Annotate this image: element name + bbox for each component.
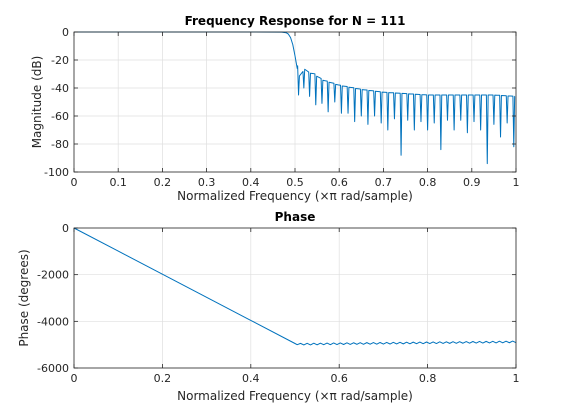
phase-xtick-label: 0.2 [154,372,172,385]
magnitude-xtick-label: 0.8 [419,176,437,189]
phase-xlabel: Normalized Frequency (×π rad/sample) [177,389,413,403]
magnitude-xtick-label: 0.3 [198,176,216,189]
magnitude-xtick-label: 0.9 [463,176,481,189]
magnitude-xtick-label: 0.1 [109,176,127,189]
phase-ytick-label: -6000 [37,362,69,375]
magnitude-xtick-label: 0.6 [330,176,348,189]
magnitude-ytick-label: -20 [51,54,69,67]
phase-ytick-label: -4000 [37,315,69,328]
phase-xtick-label: 1 [513,372,520,385]
phase-series-line [73,227,517,346]
magnitude-ticks: 0 0.1 0.2 0.3 0.4 0.5 0.6 0.7 0.8 0.9 1 0 -20 -40 -60 -… [44,26,519,189]
magnitude-xtick-label: 0 [71,176,78,189]
phase-plot-area [74,228,516,368]
magnitude-axes: 0 0.1 0.2 0.3 0.4 0.5 0.6 0.7 0.8 0.9 1 0 -20 -40 -60 -… [30,14,520,203]
magnitude-xtick-label: 1 [513,176,520,189]
magnitude-ytick-label: -80 [51,138,69,151]
phase-xtick-label: 0.4 [242,372,260,385]
magnitude-xtick-label: 0.2 [154,176,172,189]
magnitude-ytick-label: -40 [51,82,69,95]
magnitude-series-line [74,31,516,165]
magnitude-xtick-label: 0.4 [242,176,260,189]
phase-title: Phase [275,210,316,224]
magnitude-ytick-label: 0 [62,26,69,39]
phase-xtick-label: 0.6 [330,372,348,385]
magnitude-xtick-label: 0.5 [286,176,304,189]
phase-ylabel: Phase (degrees) [17,249,31,346]
magnitude-title: Frequency Response for N = 111 [185,14,406,28]
magnitude-xlabel: Normalized Frequency (×π rad/sample) [177,189,413,203]
phase-ytick-label: -2000 [37,269,69,282]
magnitude-ytick-label: -60 [51,110,69,123]
magnitude-ylabel: Magnitude (dB) [30,56,44,149]
phase-series [73,227,517,346]
phase-xtick-label: 0.8 [419,372,437,385]
phase-axes: 0 0.2 0.4 0.6 0.8 1 0 -2000 -4000 -6000 Phase Nor… [17,210,520,403]
phase-ticks: 0 0.2 0.4 0.6 0.8 1 0 -2000 -4000 -6000 [37,222,519,385]
magnitude-ytick-label: -100 [44,166,69,179]
phase-axes-box [73,227,517,369]
phase-xtick-label: 0 [71,372,78,385]
magnitude-xtick-label: 0.7 [375,176,393,189]
magnitude-series [74,31,516,165]
phase-ytick-label: 0 [62,222,69,235]
